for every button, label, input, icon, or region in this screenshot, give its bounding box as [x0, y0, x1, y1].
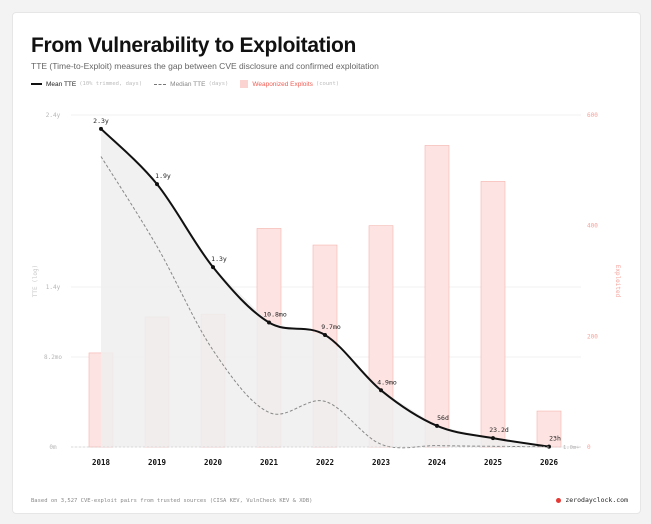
mean-data-label: 4.9mo [377, 378, 397, 386]
left-tick-label: 1.4y [46, 284, 61, 291]
right-tick-label: 200 [587, 333, 598, 340]
x-tick-label: 2025 [484, 458, 502, 467]
page-subtitle: TTE (Time-to-Exploit) measures the gap b… [31, 61, 379, 71]
exploit-bar [536, 410, 562, 448]
tte-chart: TTE (log) Exploited 2.4y 1.4y 8.2mo 0m 600 400 2… [32, 112, 621, 467]
baseline-label: 1.0m+ [563, 445, 580, 451]
x-tick-label: 2018 [92, 458, 111, 467]
mean-data-label: 23.2d [489, 426, 509, 434]
mean-area [101, 128, 549, 447]
legend-mean-note: (10% trimmed, days) [79, 81, 143, 87]
exploit-bar [424, 145, 450, 448]
right-axis-title: Exploited [614, 265, 621, 298]
legend-mean-swatch [31, 83, 42, 85]
legend-item-mean: Mean TTE (10% trimmed, days) [31, 81, 142, 88]
legend-median-note: (days) [208, 81, 229, 87]
brand-link[interactable]: zerodayclock.com [556, 496, 628, 504]
mean-point [379, 388, 383, 393]
legend-item-bars: Weaponized Exploits (count) [240, 80, 339, 88]
legend-bars-swatch [240, 80, 249, 88]
right-tick-label: 0 [587, 444, 591, 451]
x-tick-label: 2023 [372, 458, 391, 467]
mean-data-label: 9.7mo [321, 323, 341, 331]
page-title: From Vulnerability to Exploitation [31, 34, 357, 57]
legend-bars-label: Weaponized Exploits [252, 80, 313, 88]
mean-data-label: 10.8mo [263, 311, 287, 319]
mean-point [155, 182, 159, 187]
mean-line [100, 128, 550, 448]
legend-median-label: Median TTE [170, 80, 206, 88]
legend-item-median: Median TTE (days) [154, 81, 228, 88]
legend-mean-label: Mean TTE [46, 80, 77, 88]
mean-data-label: 2.3y [93, 117, 109, 125]
mean-point [99, 126, 103, 131]
brand-label: zerodayclock.com [565, 496, 628, 504]
x-tick-label: 2026 [540, 458, 559, 467]
mean-data-label: 23h [549, 435, 561, 443]
x-tick-label: 2022 [316, 458, 334, 467]
x-tick-label: 2019 [148, 458, 167, 467]
exploit-bar [480, 181, 506, 448]
left-axis-title: TTE (log) [32, 265, 39, 298]
chart-card: From Vulnerability to Exploitation TTE (… [12, 12, 641, 514]
brand-dot-icon [556, 497, 562, 503]
right-tick-label: 400 [587, 223, 598, 230]
chart-legend: Mean TTE (10% trimmed, days) Median TTE … [31, 79, 351, 89]
mean-point [323, 332, 327, 337]
left-tick-label: 2.4y [46, 112, 61, 119]
mean-data-label: 56d [437, 414, 449, 422]
left-tick-label: 0m [49, 444, 57, 451]
mean-data-label: 1.9y [155, 172, 171, 180]
mean-point [491, 436, 495, 441]
source-note: Based on 3,527 CVE-exploit pairs from tr… [31, 498, 313, 504]
mean-point [267, 320, 271, 325]
right-tick-label: 600 [587, 112, 598, 119]
mean-data-label: 1.3y [211, 255, 227, 263]
median-line [100, 156, 550, 449]
legend-bars-note: (count) [315, 81, 340, 87]
x-tick-label: 2020 [204, 458, 223, 467]
x-tick-label: 2021 [260, 458, 279, 467]
mean-point [435, 423, 439, 428]
mean-point [211, 265, 215, 270]
x-tick-label: 2024 [428, 458, 447, 467]
legend-median-swatch [154, 83, 167, 85]
left-tick-label: 8.2mo [44, 354, 62, 361]
